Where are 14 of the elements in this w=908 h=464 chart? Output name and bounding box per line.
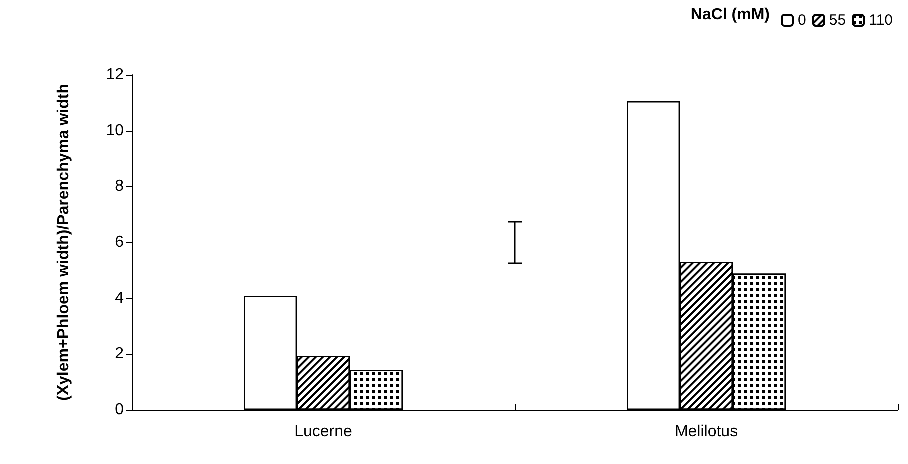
legend-label: 0 bbox=[798, 12, 806, 29]
legend-label: 110 bbox=[869, 12, 894, 29]
legend-label: 55 bbox=[829, 12, 846, 29]
y-tick-label: 12 bbox=[106, 66, 124, 84]
y-axis-title: (Xylem+Phloem width)/Parenchyma width bbox=[56, 84, 72, 401]
y-tick-label: 6 bbox=[115, 234, 124, 251]
x-tick-label: Lucerne bbox=[294, 424, 353, 440]
y-tick-label: 10 bbox=[106, 122, 124, 140]
y-tick-label: 4 bbox=[115, 290, 124, 307]
legend-title: NaCl (mM) bbox=[690, 6, 770, 24]
x-tick-label: Melilotus bbox=[674, 424, 738, 440]
y-tick-label: 2 bbox=[115, 346, 124, 363]
y-tick-label: 8 bbox=[115, 178, 124, 196]
y-tick-label: 0 bbox=[115, 402, 124, 418]
